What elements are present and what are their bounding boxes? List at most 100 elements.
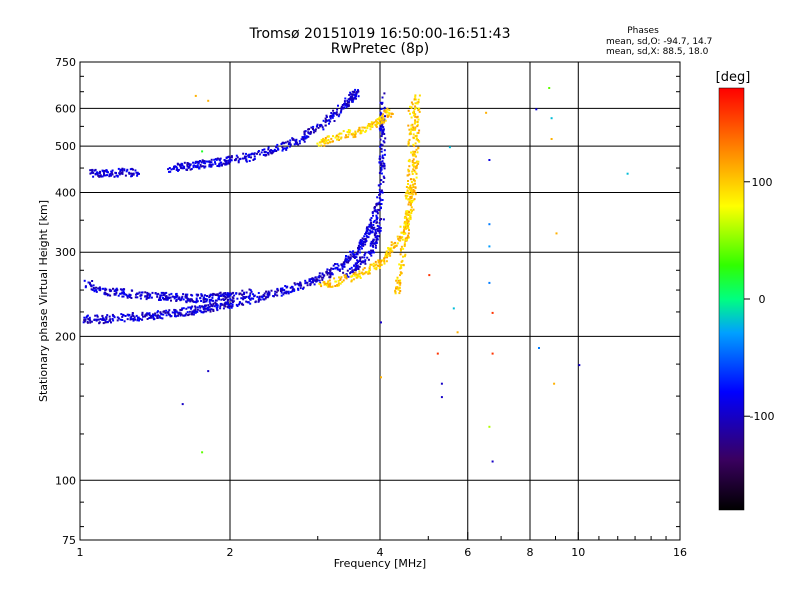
data-point xyxy=(383,167,386,170)
data-point xyxy=(380,120,383,123)
x-tick-label: 8 xyxy=(527,546,534,559)
data-point xyxy=(626,172,629,175)
data-point xyxy=(324,139,327,141)
data-point xyxy=(309,280,312,282)
data-point xyxy=(361,239,363,242)
data-point xyxy=(395,287,398,290)
data-point xyxy=(405,192,408,195)
data-point xyxy=(260,151,263,154)
data-point xyxy=(361,237,364,240)
data-point xyxy=(196,166,199,169)
data-point xyxy=(140,318,143,321)
data-point xyxy=(394,241,397,244)
data-point xyxy=(226,300,229,303)
data-point xyxy=(416,123,419,126)
data-point xyxy=(236,156,239,159)
data-point xyxy=(405,216,408,219)
data-point xyxy=(358,242,361,245)
data-point xyxy=(403,243,406,246)
data-point xyxy=(245,295,248,298)
data-point xyxy=(215,304,218,307)
data-point xyxy=(364,130,367,133)
data-point xyxy=(440,382,443,385)
data-point xyxy=(208,305,211,308)
data-point xyxy=(210,298,213,301)
data-point xyxy=(334,280,337,283)
data-point xyxy=(179,314,182,317)
data-point xyxy=(381,133,384,136)
data-point xyxy=(383,92,386,95)
data-point xyxy=(340,263,343,266)
data-point xyxy=(406,190,409,193)
data-point xyxy=(379,118,382,121)
chart-title: Tromsø 20151019 16:50:00-16:51:43 xyxy=(249,26,511,42)
data-point xyxy=(323,139,326,142)
data-point xyxy=(379,126,382,129)
data-point xyxy=(250,156,252,159)
data-point xyxy=(306,281,309,284)
data-point xyxy=(128,172,131,175)
data-point xyxy=(405,223,408,226)
data-point xyxy=(210,308,213,311)
data-point xyxy=(409,218,412,221)
data-point xyxy=(280,143,283,145)
data-point xyxy=(293,282,296,285)
data-point xyxy=(403,245,406,247)
data-point xyxy=(291,286,294,289)
data-point xyxy=(220,161,223,164)
data-point xyxy=(341,267,344,270)
data-point xyxy=(352,136,355,139)
data-point xyxy=(150,296,153,299)
data-point xyxy=(104,291,106,294)
data-point xyxy=(242,295,245,298)
data-point xyxy=(227,298,229,301)
data-point xyxy=(416,102,419,105)
data-point xyxy=(357,244,360,247)
data-point xyxy=(205,300,208,303)
data-point xyxy=(402,233,405,235)
data-point xyxy=(403,220,406,223)
data-point xyxy=(406,220,408,223)
data-point xyxy=(409,199,411,202)
data-point xyxy=(126,295,129,298)
data-point xyxy=(416,120,419,123)
data-point xyxy=(83,316,86,319)
data-point xyxy=(249,289,252,292)
data-point xyxy=(235,154,238,157)
data-point xyxy=(334,136,337,139)
data-point xyxy=(253,158,256,160)
data-point xyxy=(222,292,225,295)
data-point xyxy=(417,160,420,163)
data-point xyxy=(250,290,253,293)
data-point xyxy=(369,263,372,266)
data-point xyxy=(381,144,384,147)
data-point xyxy=(102,287,104,290)
data-point xyxy=(258,295,261,298)
data-point xyxy=(389,254,392,257)
data-point xyxy=(400,245,403,248)
data-point xyxy=(417,109,420,112)
data-point xyxy=(315,125,318,128)
data-point xyxy=(329,120,332,123)
data-point xyxy=(86,321,89,324)
data-point xyxy=(353,90,355,93)
data-point xyxy=(394,291,397,293)
data-point xyxy=(163,298,166,300)
data-point xyxy=(318,279,321,282)
data-point xyxy=(183,161,186,164)
data-point xyxy=(351,97,354,99)
data-point xyxy=(265,296,268,299)
data-point xyxy=(367,272,370,275)
data-point xyxy=(219,305,222,308)
data-point xyxy=(223,299,225,301)
data-point xyxy=(403,222,406,225)
data-point xyxy=(248,153,251,156)
data-point xyxy=(409,132,412,135)
data-point xyxy=(121,167,124,170)
data-point xyxy=(132,318,135,320)
data-point xyxy=(325,140,328,143)
data-point xyxy=(491,352,494,355)
data-point xyxy=(383,262,386,265)
data-point xyxy=(404,194,407,197)
data-point xyxy=(364,260,366,263)
